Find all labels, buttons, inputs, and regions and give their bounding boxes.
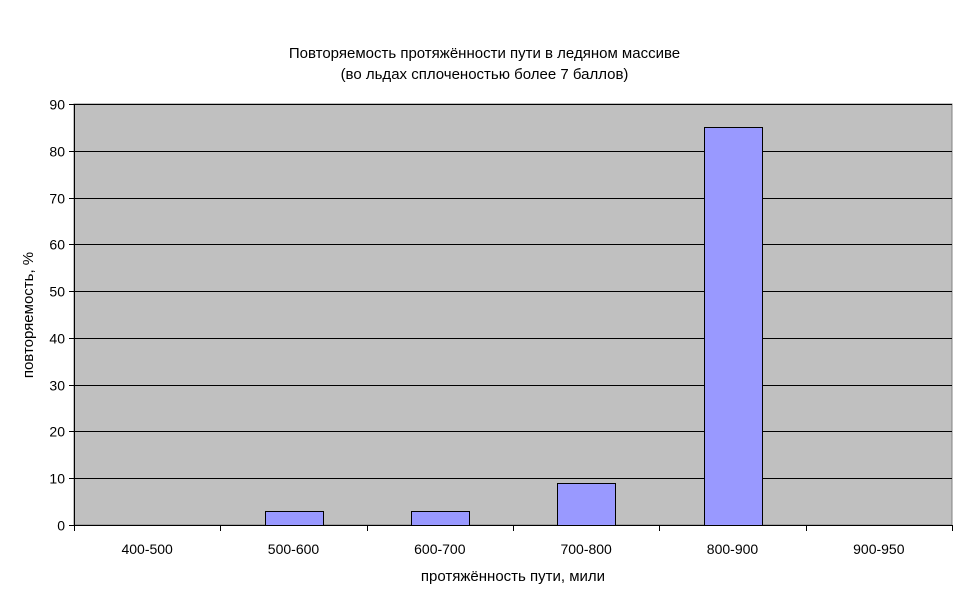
x-tick-label-400-500: 400-500: [121, 541, 173, 557]
bar-700-800: [557, 483, 616, 526]
x-tick-label-800-900: 800-900: [707, 541, 759, 557]
bar-800-900: [704, 127, 763, 526]
y-tick-label-5: 50: [49, 284, 65, 300]
y-tick-label-1: 10: [49, 471, 65, 487]
x-tick-label-600-700: 600-700: [414, 541, 466, 557]
chart-title-line-1: Повторяемость протяжённости пути в ледян…: [288, 45, 681, 62]
y-tick-label-7: 70: [49, 191, 65, 207]
y-tick-label-0: 0: [57, 518, 65, 534]
y-tick-label-8: 80: [49, 144, 65, 160]
bar-600-700: [411, 511, 470, 526]
y-tick-label-9: 90: [49, 97, 65, 113]
chart-title-line-2: (во льдах сплоченостью более 7 баллов): [340, 66, 629, 83]
y-tick-label-3: 30: [49, 378, 65, 394]
x-tick-label-500-600: 500-600: [268, 541, 320, 557]
bar-500-600: [265, 511, 324, 526]
y-tick-label-2: 20: [49, 424, 65, 440]
y-tick-label-4: 40: [49, 331, 65, 347]
x-axis-label: протяжённость пути, мили: [420, 568, 606, 585]
plot-area: [73, 103, 953, 526]
x-tick-label-900-950: 900-950: [853, 541, 905, 557]
y-axis-label: повторяемость, %: [20, 251, 37, 379]
y-tick-label-6: 60: [49, 237, 65, 253]
x-tick-label-700-800: 700-800: [560, 541, 612, 557]
